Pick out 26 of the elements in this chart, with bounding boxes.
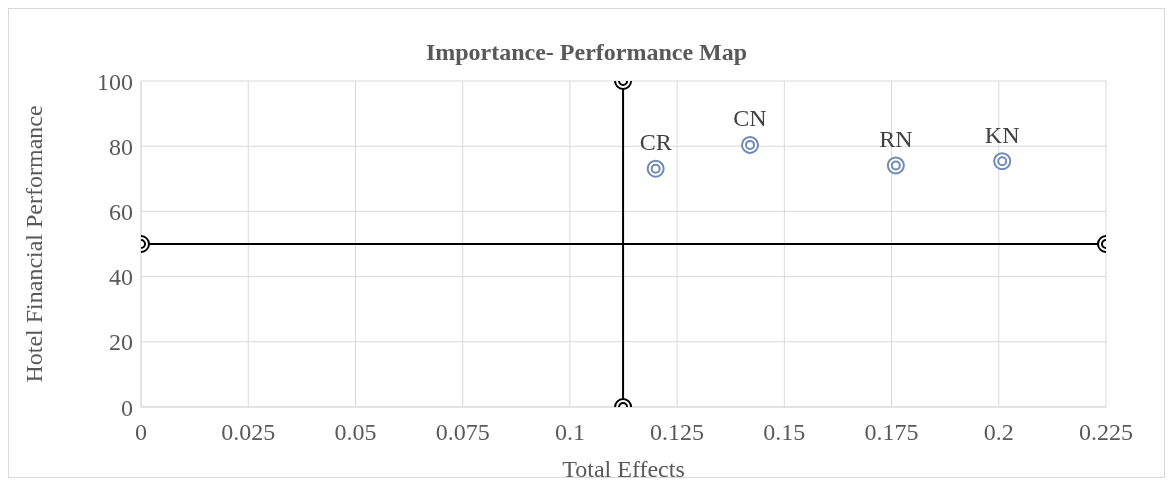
point bbox=[993, 152, 1012, 171]
x-tick-label: 0.05 bbox=[334, 419, 377, 446]
point bbox=[646, 159, 665, 178]
y-tick-label: 60 bbox=[109, 198, 133, 225]
x-axis-title: Total Effects bbox=[562, 456, 685, 482]
series-label: RN bbox=[879, 125, 913, 152]
y-tick-label: 20 bbox=[109, 329, 133, 356]
x-tick-label: 0.1 bbox=[554, 419, 585, 446]
y-tick-label: 40 bbox=[109, 264, 133, 291]
series-label: KN bbox=[984, 121, 1020, 148]
x-tick-label: 0.225 bbox=[1079, 419, 1133, 446]
point bbox=[741, 135, 760, 154]
y-tick-label: 80 bbox=[109, 133, 133, 160]
point bbox=[886, 156, 905, 175]
x-tick-label: 0.025 bbox=[221, 419, 276, 446]
y-tick-label: 0 bbox=[121, 394, 133, 421]
x-tick-label: 0.125 bbox=[650, 419, 705, 446]
x-tick-label: 0.175 bbox=[864, 419, 919, 446]
y-tick-label: 100 bbox=[97, 68, 133, 95]
x-tick-label: 0.2 bbox=[983, 419, 1014, 446]
x-tick-label: 0.15 bbox=[763, 419, 806, 446]
series-label: CN bbox=[733, 105, 767, 132]
series-label: CR bbox=[639, 129, 672, 156]
y-axis-title: Hotel Financial Performance bbox=[20, 105, 47, 383]
chart-title: Importance- Performance Map bbox=[424, 38, 749, 67]
x-tick-label: 0.075 bbox=[435, 419, 490, 446]
